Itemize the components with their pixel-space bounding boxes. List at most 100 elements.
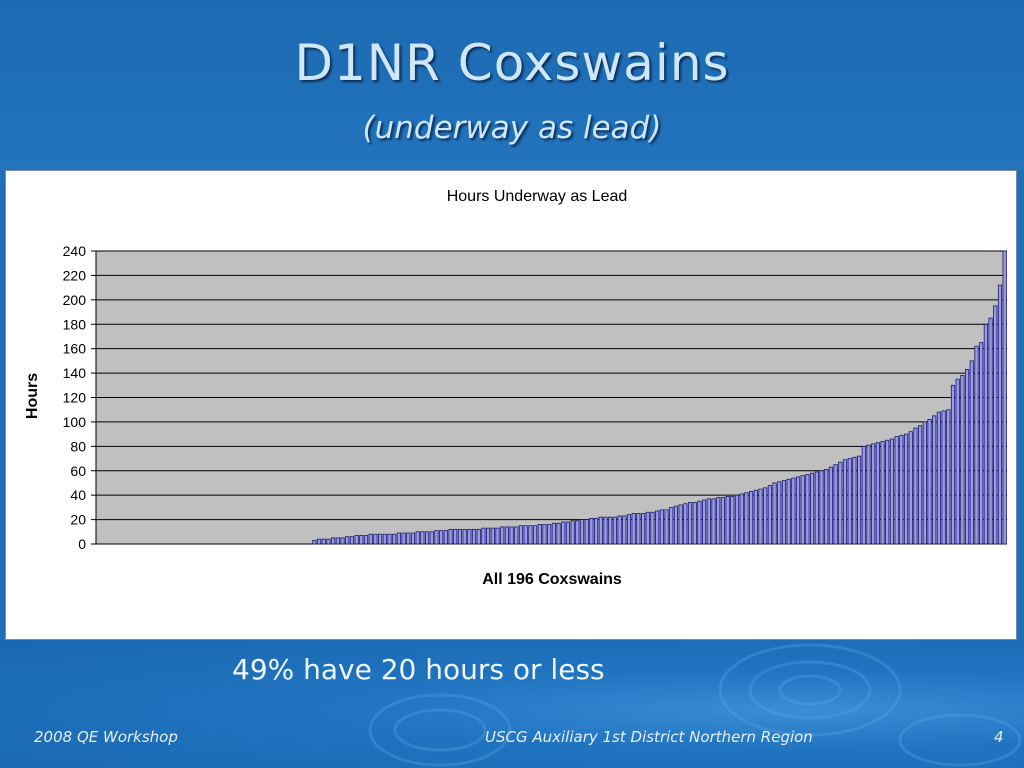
bar-coxswain-111 xyxy=(612,516,617,545)
bar-coxswain-80 xyxy=(467,528,472,545)
y-tick-label: 60 xyxy=(70,463,86,479)
bar-coxswain-127 xyxy=(687,502,693,545)
bar-coxswain-53 xyxy=(340,537,345,545)
footer-event: 2008 QE Workshop xyxy=(34,728,178,746)
bar-coxswain-71 xyxy=(424,531,430,545)
page-number: 4 xyxy=(994,728,1004,746)
bar-coxswain-64 xyxy=(392,533,397,545)
bar-coxswain-83 xyxy=(481,527,486,545)
bar-coxswain-155 xyxy=(819,470,824,545)
bar-coxswain-169 xyxy=(885,439,890,545)
bar-coxswain-194 xyxy=(1002,250,1007,545)
title-band xyxy=(0,0,1024,170)
bar-coxswain-123 xyxy=(669,506,674,545)
bar-coxswain-129 xyxy=(697,500,702,545)
bar-coxswain-145 xyxy=(772,482,777,545)
bar-coxswain-70 xyxy=(420,531,425,545)
bar-coxswain-76 xyxy=(448,528,453,545)
bar-coxswain-95 xyxy=(537,524,542,545)
bar-coxswain-54 xyxy=(345,536,350,545)
bar-chart: Hours Underway as Lead 0 20 40 60 80 100 120 14… xyxy=(24,188,1007,588)
bar-coxswain-137 xyxy=(734,494,740,545)
bar-coxswain-65 xyxy=(396,532,401,545)
bar-coxswain-67 xyxy=(406,532,411,545)
bar-coxswain-148 xyxy=(786,478,791,545)
bar-coxswain-181 xyxy=(941,410,946,545)
bar-coxswain-154 xyxy=(814,471,819,545)
y-tick-label: 240 xyxy=(63,243,87,259)
bar-coxswain-103 xyxy=(575,520,580,545)
bar-coxswain-144 xyxy=(767,484,772,545)
bar-coxswain-52 xyxy=(335,537,340,545)
bar-coxswain-113 xyxy=(622,515,627,545)
bar-coxswain-185 xyxy=(960,375,965,545)
bar-coxswain-104 xyxy=(579,519,585,545)
bar-coxswain-79 xyxy=(462,528,467,545)
bar-coxswain-121 xyxy=(659,509,664,545)
x-axis-label: All 196 Coxswains xyxy=(482,571,622,588)
bar-coxswain-77 xyxy=(453,528,458,545)
bar-coxswain-134 xyxy=(720,497,725,545)
bar-coxswain-60 xyxy=(373,533,378,545)
bar-coxswain-49 xyxy=(321,538,326,545)
bar-coxswain-151 xyxy=(800,475,805,545)
bar-coxswain-157 xyxy=(828,466,833,545)
bar-coxswain-164 xyxy=(861,445,866,545)
bar-coxswain-75 xyxy=(443,530,448,545)
bar-coxswain-87 xyxy=(500,526,505,545)
bar-coxswain-152 xyxy=(805,474,810,545)
y-tick-label: 160 xyxy=(63,341,87,357)
bar-coxswain-115 xyxy=(631,513,636,545)
bar-coxswain-56 xyxy=(354,535,359,545)
bar-coxswain-47 xyxy=(312,539,317,545)
bar-coxswain-82 xyxy=(476,528,481,545)
bar-coxswain-178 xyxy=(927,419,932,545)
bar-coxswain-153 xyxy=(810,472,815,545)
chart-panel: Hours Underway as Lead 0 20 40 60 80 100 120 14… xyxy=(5,170,1017,640)
bar-coxswain-109 xyxy=(603,516,608,545)
bar-coxswain-176 xyxy=(918,425,923,545)
bar-coxswain-135 xyxy=(725,495,730,545)
bar-coxswain-193 xyxy=(997,284,1003,545)
bar-coxswain-172 xyxy=(899,434,904,545)
y-axis-label: Hours xyxy=(24,373,41,419)
bar-coxswain-91 xyxy=(518,525,524,545)
bar-coxswain-89 xyxy=(509,526,514,545)
bar-coxswain-142 xyxy=(758,488,763,545)
bar-coxswain-150 xyxy=(795,476,801,545)
bar-coxswain-68 xyxy=(410,532,416,545)
bar-coxswain-78 xyxy=(457,528,463,545)
footer-organization: USCG Auxiliary 1st District Northern Reg… xyxy=(485,728,813,746)
bar-coxswain-74 xyxy=(439,530,444,545)
bar-coxswain-59 xyxy=(368,533,373,545)
bar-coxswain-96 xyxy=(542,524,547,545)
chart-title: Hours Underway as Lead xyxy=(447,188,628,205)
bar-coxswain-143 xyxy=(763,487,768,545)
bar-coxswain-138 xyxy=(739,493,744,545)
bar-coxswain-174 xyxy=(908,431,913,545)
bar-coxswain-149 xyxy=(791,477,796,545)
bar-coxswain-84 xyxy=(486,527,491,545)
bar-coxswain-133 xyxy=(716,497,721,545)
bar-coxswain-190 xyxy=(983,323,988,545)
bar-coxswain-50 xyxy=(326,538,331,545)
bar-coxswain-182 xyxy=(946,409,951,545)
bar-coxswain-66 xyxy=(401,532,406,545)
bar-coxswain-186 xyxy=(964,369,970,545)
bar-coxswain-131 xyxy=(706,498,711,545)
bar-coxswain-166 xyxy=(871,443,876,545)
bar-coxswain-99 xyxy=(556,522,561,545)
bar-coxswain-165 xyxy=(866,444,871,545)
bar-coxswain-160 xyxy=(842,459,848,545)
footer-band xyxy=(0,640,1024,768)
bar-coxswain-116 xyxy=(636,513,641,545)
bar-coxswain-107 xyxy=(594,517,599,545)
bar-coxswain-141 xyxy=(753,489,758,545)
bar-coxswain-191 xyxy=(988,317,993,545)
bar-coxswain-81 xyxy=(471,528,477,545)
bar-coxswain-168 xyxy=(880,441,885,545)
bar-coxswain-162 xyxy=(852,456,857,545)
bar-coxswain-173 xyxy=(903,433,909,545)
bar-coxswain-88 xyxy=(504,526,509,545)
